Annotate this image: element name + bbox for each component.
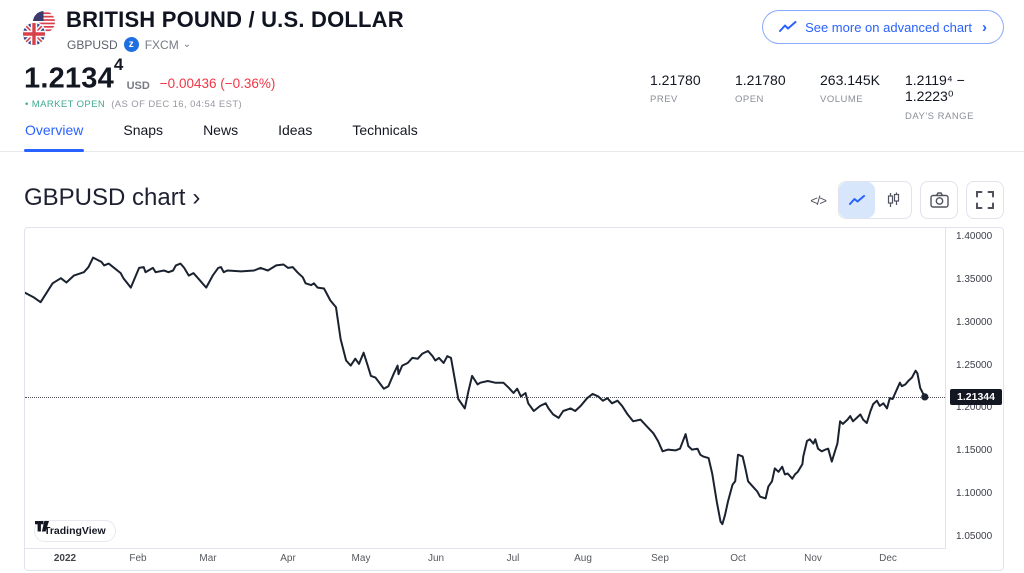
x-axis-label: Dec (879, 553, 897, 564)
chart-type-segmented-control (838, 181, 912, 219)
stat-volume: 263.145K VOLUME (820, 72, 905, 122)
chart-plot-area[interactable]: TradingView (25, 228, 946, 549)
tab-technicals[interactable]: Technicals (352, 122, 418, 138)
candle-chart-type-button[interactable] (875, 182, 911, 218)
last-price-label: 1.21344 (950, 389, 1002, 405)
stat-label: PREV (650, 94, 678, 105)
x-axis-label: 2022 (53, 553, 77, 564)
chart-heading-link[interactable]: GBPUSD chart › (24, 184, 200, 212)
y-axis-label: 1.35000 (956, 274, 993, 285)
stat-prev: 1.21780 PREV (650, 72, 735, 122)
advanced-chart-button[interactable]: See more on advanced chart › (762, 10, 1004, 44)
tab-news[interactable]: News (203, 122, 239, 138)
stat-value: 1.2119⁴ − 1.2223⁰ (905, 72, 965, 104)
tradingview-logo-icon (35, 521, 49, 532)
stat-value: 1.21780 (650, 72, 701, 88)
y-axis-label: 1.15000 (956, 445, 993, 456)
price-line-series (25, 256, 926, 526)
fullscreen-button[interactable] (966, 181, 1004, 219)
stat-open: 1.21780 OPEN (735, 72, 820, 122)
x-axis-label: Nov (804, 553, 822, 564)
chevron-right-icon: › (982, 18, 987, 36)
price-currency: USD (126, 79, 150, 92)
y-axis-label: 1.25000 (956, 360, 993, 371)
symbol-subtitle: GBPUSD z FXCM ⌄ (67, 37, 191, 52)
x-axis-label: Aug (574, 553, 592, 564)
exchange-logo-icon: z (123, 37, 139, 52)
tab-bar: Overview Snaps News Ideas Technicals (0, 120, 1024, 152)
currency-pair-flags-icon (21, 10, 56, 47)
advanced-chart-label: See more on advanced chart (805, 19, 972, 35)
price-row: 1.21344 USD −0.00436 (−0.36%) (24, 55, 276, 96)
chevron-right-icon: › (192, 184, 201, 211)
y-axis-label: 1.10000 (956, 488, 993, 499)
tab-overview[interactable]: Overview (24, 120, 85, 152)
snapshot-button[interactable] (920, 181, 958, 219)
x-axis-label: Jun (427, 553, 445, 564)
chevron-down-icon[interactable]: ⌄ (182, 39, 192, 50)
y-axis-label: 1.30000 (956, 317, 993, 328)
stat-label: VOLUME (820, 94, 864, 105)
price-axis[interactable]: 1.40000 1.35000 1.30000 1.25000 1.20000 1.150… (946, 228, 1002, 548)
stat-value: 263.145K (820, 72, 880, 88)
chart-heading-label: GBPUSD chart (24, 184, 186, 211)
fullscreen-icon (976, 191, 994, 209)
x-axis-label: Apr (280, 553, 296, 564)
candlestick-icon (887, 192, 899, 207)
page-title: BRITISH POUND / U.S. DOLLAR (66, 7, 404, 32)
price-series-svg (25, 256, 929, 526)
stat-label: OPEN (735, 94, 764, 105)
time-axis[interactable]: 2022 Feb Mar Apr May Jun Jul Aug Sep Oct Nov Dec (25, 549, 945, 570)
last-price-value: 1.21344 (24, 55, 124, 95)
last-price-dotted-line (25, 397, 945, 398)
y-axis-label: 1.40000 (956, 231, 993, 242)
market-status-bullet-icon: • (25, 99, 29, 110)
x-axis-label: Mar (199, 553, 217, 564)
tab-ideas[interactable]: Ideas (278, 122, 313, 138)
market-status-row: • MARKET OPEN (AS OF DEC 16, 04:54 EST) (25, 99, 242, 110)
line-chart-icon (779, 21, 797, 32)
market-status-detail: (AS OF DEC 16, 04:54 EST) (111, 99, 243, 110)
stat-day-s-range: 1.2119⁴ − 1.2223⁰ DAY'S RANGE (905, 72, 1004, 122)
stats-row: 1.21780 PREV 1.21780 OPEN 263.145K VOLUME 1.21… (650, 72, 1004, 122)
tab-snaps[interactable]: Snaps (123, 122, 164, 138)
x-axis-label: May (351, 553, 371, 564)
line-chart-type-button[interactable] (839, 182, 875, 218)
market-status: MARKET OPEN (31, 99, 106, 110)
x-axis-label: Sep (651, 553, 669, 564)
x-axis-label: Jul (506, 553, 520, 564)
price-fractional-sup: 4 (113, 55, 124, 74)
embed-code-icon[interactable]: </> (810, 192, 827, 208)
last-price-marker (921, 393, 929, 401)
tradingview-watermark-label: TradingView (44, 525, 106, 537)
exchange-name[interactable]: FXCM (144, 37, 179, 52)
y-axis-label: 1.05000 (956, 531, 993, 542)
symbol-code: GBPUSD (67, 37, 118, 52)
stat-value: 1.21780 (735, 72, 786, 88)
x-axis-label: Feb (129, 553, 147, 564)
chart-widget: TradingView 1.40000 1.35000 1.30000 1.25000… (24, 227, 1004, 571)
price-change: −0.00436 (−0.36%) (159, 75, 276, 91)
line-chart-icon (849, 194, 865, 205)
stat-label: DAY'S RANGE (905, 111, 974, 122)
chart-toolbar: </> (810, 181, 1004, 219)
y-axis-label: 1.20000 (956, 402, 993, 413)
camera-icon (929, 192, 949, 208)
x-axis-label: Oct (730, 553, 746, 564)
tradingview-watermark-link[interactable]: TradingView (34, 520, 116, 542)
